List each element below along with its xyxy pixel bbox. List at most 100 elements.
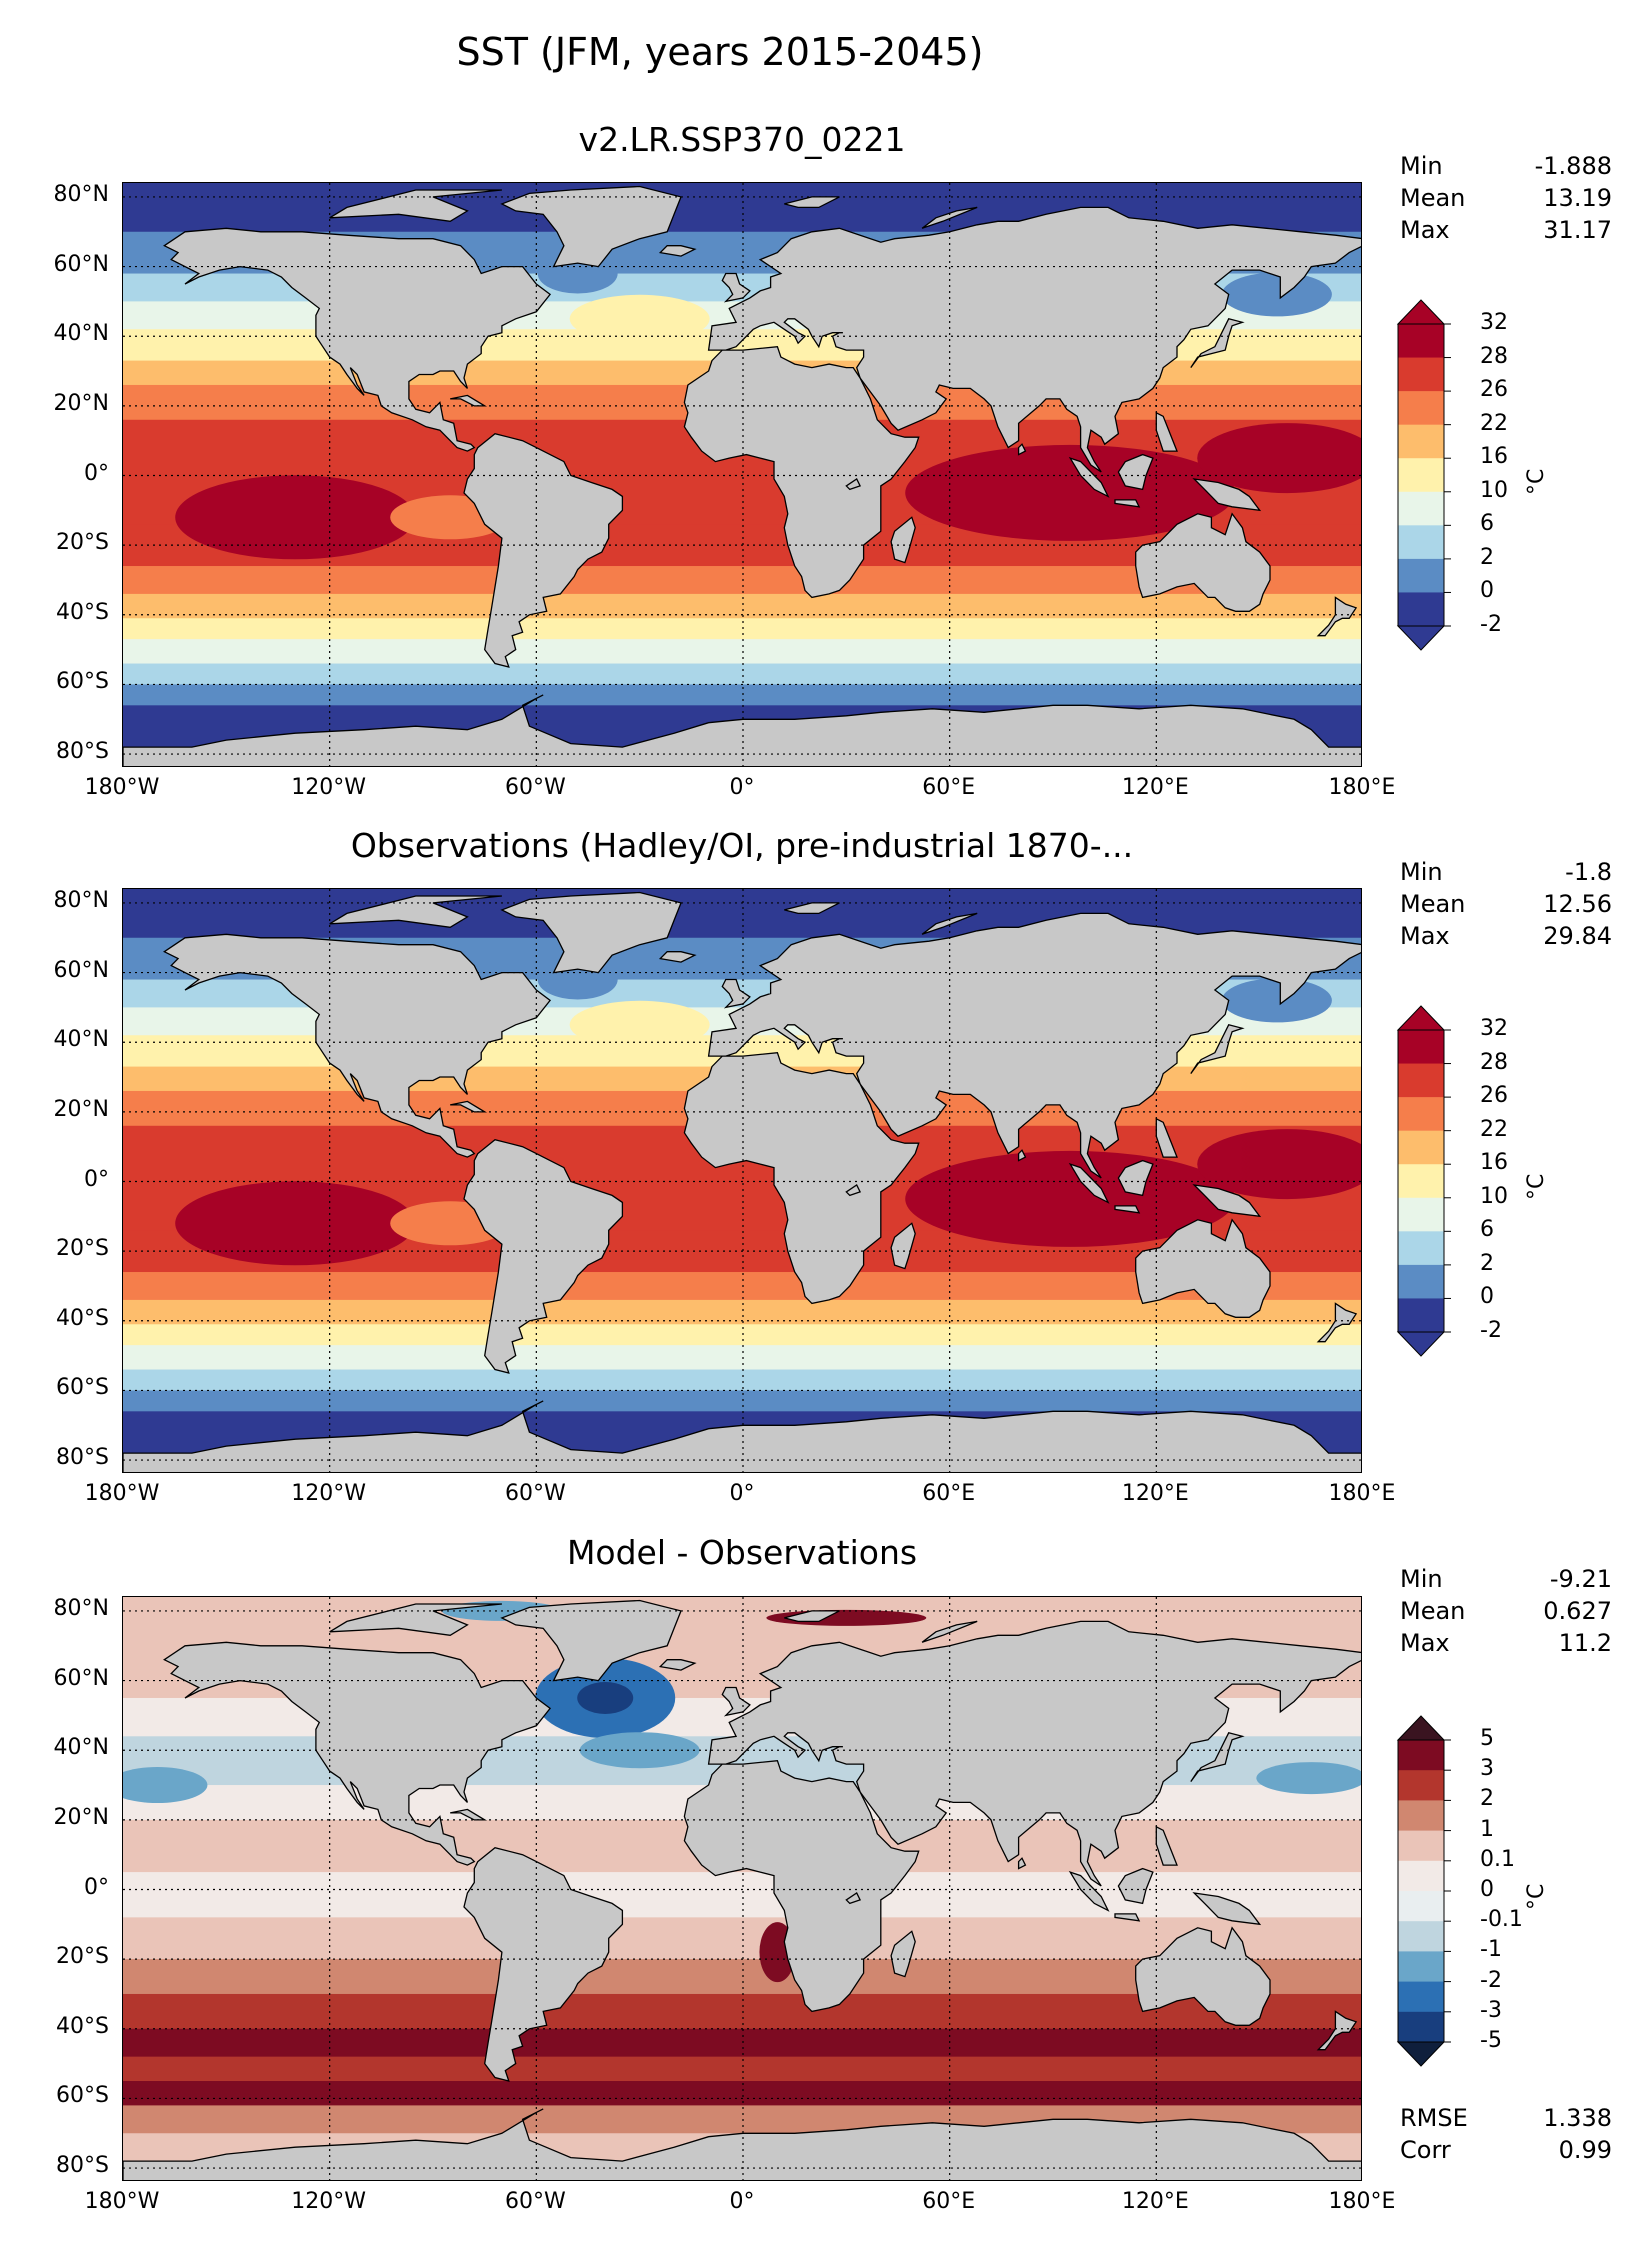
lon-tick-label: 120°W: [291, 2189, 367, 2214]
lon-tick-label: 60°E: [922, 1481, 976, 1506]
lat-tick-label: 40°N: [53, 321, 109, 347]
lon-tick-label: 180°W: [84, 775, 160, 800]
stat-value: 12.56: [1543, 890, 1612, 918]
lon-tick-label: 60°E: [922, 775, 976, 800]
panel-3-map: [122, 1596, 1362, 2181]
lon-tick-label: 120°E: [1121, 1481, 1189, 1506]
colorbar-tick-label: 6: [1480, 1217, 1494, 1243]
stat-value: 29.84: [1543, 922, 1612, 950]
lat-tick-label: 20°S: [56, 530, 109, 556]
panel-1-colorbar-unit: °C: [1524, 468, 1549, 495]
lon-tick-label: 180°W: [84, 1481, 160, 1506]
stat-value: 31.17: [1543, 216, 1612, 244]
lon-tick-label: 120°E: [1121, 2189, 1189, 2214]
lat-tick-label: 40°N: [53, 1735, 109, 1761]
colorbar-tick-label: 26: [1480, 1083, 1508, 1109]
colorbar-tick-label: 2: [1480, 544, 1494, 570]
colorbar-tick-label: -2: [1480, 612, 1502, 637]
colorbar-tick-label: -3: [1480, 1997, 1502, 2023]
panel-2-title: Observations (Hadley/OI, pre-industrial …: [350, 826, 1134, 865]
colorbar-tick-label: -1: [1480, 1937, 1502, 1963]
panel-3-colorbar-unit: °C: [1524, 1883, 1549, 1910]
colorbar-tick-label: 0: [1480, 578, 1494, 604]
colorbar-tick-label: -2: [1480, 1967, 1502, 1993]
lon-tick-label: 180°W: [84, 2189, 160, 2214]
lat-tick-label: 0°: [84, 1874, 109, 1900]
colorbar-tick-label: -2: [1480, 1318, 1502, 1343]
panel-1-colorbar: [1396, 299, 1451, 651]
colorbar-tick-label: 5: [1480, 1726, 1494, 1751]
colorbar-tick-label: 2: [1480, 1786, 1494, 1812]
colorbar-tick-label: 32: [1480, 310, 1508, 335]
lon-tick-label: 60°W: [504, 2189, 566, 2214]
lon-tick-label: 120°W: [291, 775, 367, 800]
colorbar-tick-label: 28: [1480, 343, 1508, 369]
panel-3-title: Model - Observations: [566, 1533, 918, 1572]
stat-value: 0.99: [1558, 2136, 1612, 2164]
colorbar-tick-label: 16: [1480, 1150, 1508, 1176]
colorbar-tick-label: 26: [1480, 377, 1508, 403]
lat-tick-label: 20°N: [53, 1096, 109, 1122]
colorbar-tick-label: 22: [1480, 1116, 1508, 1142]
colorbar-tick-label: 0: [1480, 1877, 1494, 1902]
lat-tick-label: 80°S: [56, 2153, 109, 2179]
panel-3-colorbar: [1396, 1715, 1451, 2067]
panel-1-map: [122, 182, 1362, 767]
stat-label: Min: [1400, 858, 1443, 886]
lat-tick-label: 0°: [84, 460, 109, 486]
lat-tick-label: 40°S: [56, 2013, 109, 2039]
lat-tick-label: 80°N: [53, 1595, 109, 1621]
lat-tick-label: 60°S: [56, 1375, 109, 1401]
stat-value: 1.338: [1543, 2104, 1612, 2132]
lon-tick-label: 0°: [729, 2189, 755, 2214]
stat-value: -1.8: [1565, 858, 1612, 886]
colorbar-tick-label: 3: [1480, 1756, 1494, 1782]
lat-tick-label: 80°N: [53, 887, 109, 913]
stat-label: Mean: [1400, 1597, 1466, 1625]
stat-label: Mean: [1400, 184, 1466, 212]
panel-1-stats: Min -1.888 Mean 13.19 Max 31.17: [1400, 150, 1612, 246]
colorbar-tick-label: 2: [1480, 1250, 1494, 1276]
colorbar-tick-label: 10: [1480, 1183, 1508, 1209]
colorbar-tick-label: 1: [1480, 1816, 1494, 1842]
stat-label: Mean: [1400, 890, 1466, 918]
lat-tick-label: 0°: [84, 1166, 109, 1192]
panel-2-map: [122, 888, 1362, 1473]
colorbar-tick-label: 10: [1480, 477, 1508, 503]
lon-tick-label: 120°E: [1121, 775, 1189, 800]
stat-label: Max: [1400, 216, 1450, 244]
panel-2-colorbar: [1396, 1005, 1451, 1357]
lat-tick-label: 60°N: [53, 957, 109, 983]
panel-3-error-stats: RMSE 1.338 Corr 0.99: [1400, 2102, 1612, 2166]
stat-label: Min: [1400, 152, 1443, 180]
lat-tick-label: 80°N: [53, 181, 109, 207]
stat-label: Min: [1400, 1565, 1443, 1593]
figure-title: SST (JFM, years 2015-2045): [456, 30, 984, 74]
stat-value: -1.888: [1534, 152, 1612, 180]
stat-value: 13.19: [1543, 184, 1612, 212]
stat-value: 0.627: [1543, 1597, 1612, 1625]
colorbar-tick-label: 22: [1480, 410, 1508, 436]
lat-tick-label: 80°S: [56, 1445, 109, 1471]
lat-tick-label: 60°S: [56, 669, 109, 695]
lon-tick-label: 60°W: [504, 1481, 566, 1506]
lon-tick-label: 0°: [729, 775, 755, 800]
panel-2-stats: Min -1.8 Mean 12.56 Max 29.84: [1400, 856, 1612, 952]
lon-tick-label: 180°E: [1328, 1481, 1396, 1506]
colorbar-tick-label: 0.1: [1480, 1846, 1515, 1872]
lat-tick-label: 60°N: [53, 1665, 109, 1691]
colorbar-tick-label: -0.1: [1480, 1907, 1523, 1933]
lon-tick-label: 60°E: [922, 2189, 976, 2214]
lon-tick-label: 120°W: [291, 1481, 367, 1506]
stat-label: Corr: [1400, 2136, 1451, 2164]
lat-tick-label: 60°S: [56, 2083, 109, 2109]
lon-tick-label: 0°: [729, 1481, 755, 1506]
lat-tick-label: 20°S: [56, 1236, 109, 1262]
colorbar-tick-label: 0: [1480, 1284, 1494, 1310]
colorbar-tick-label: 6: [1480, 511, 1494, 537]
stat-label: Max: [1400, 922, 1450, 950]
lat-tick-label: 40°S: [56, 599, 109, 625]
panel-2-colorbar-unit: °C: [1524, 1173, 1549, 1200]
lon-tick-label: 60°W: [504, 775, 566, 800]
lat-tick-label: 80°S: [56, 739, 109, 765]
